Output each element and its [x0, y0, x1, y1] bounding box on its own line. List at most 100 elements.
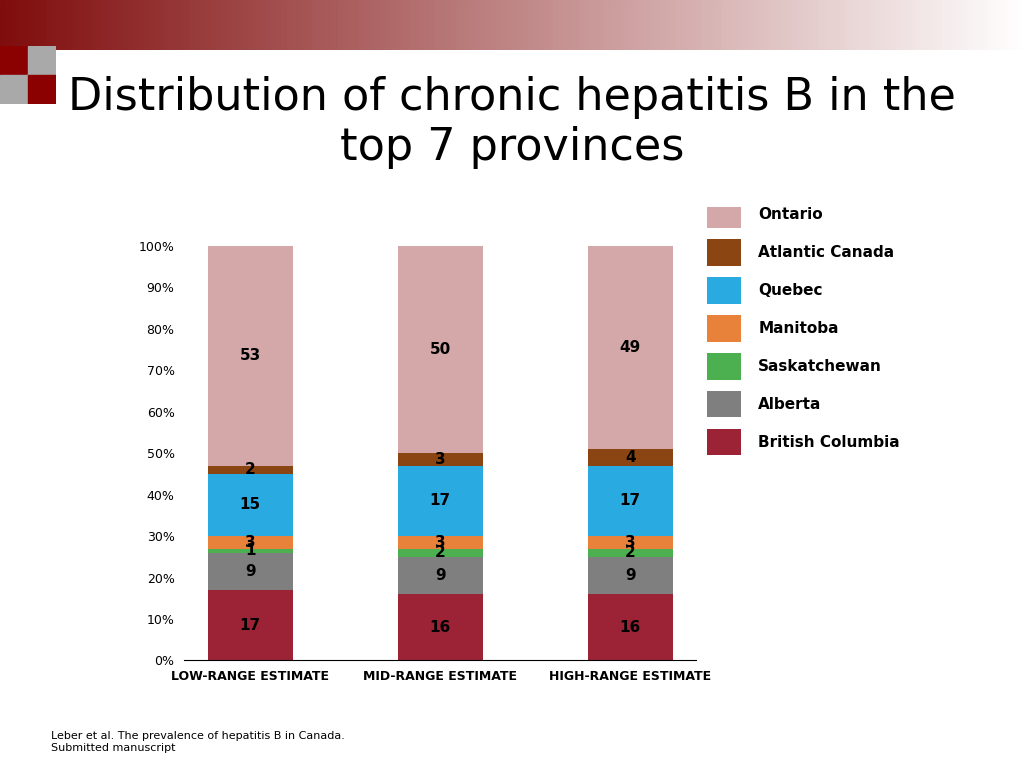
Bar: [348, 0, 354, 50]
Bar: [558, 0, 564, 50]
Bar: [609, 0, 615, 50]
Bar: [717, 0, 723, 50]
Bar: [369, 0, 375, 50]
Bar: [527, 0, 534, 50]
Bar: [241, 0, 247, 50]
Bar: [881, 0, 887, 50]
Text: Alberta: Alberta: [758, 397, 821, 412]
Bar: [732, 0, 738, 50]
Text: 16: 16: [620, 620, 641, 635]
Bar: [46, 0, 52, 50]
Bar: [148, 0, 155, 50]
Bar: [492, 0, 498, 50]
Bar: [353, 0, 359, 50]
Bar: [29, 75, 56, 104]
Bar: [620, 0, 626, 50]
Bar: [15, 0, 22, 50]
Bar: [36, 0, 42, 50]
Bar: [338, 0, 344, 50]
Bar: [588, 548, 673, 557]
Bar: [184, 0, 190, 50]
Text: 17: 17: [240, 617, 261, 633]
Bar: [573, 0, 580, 50]
Bar: [92, 0, 98, 50]
Bar: [77, 0, 83, 50]
Bar: [952, 0, 958, 50]
Bar: [397, 453, 483, 465]
Bar: [957, 0, 964, 50]
Bar: [108, 0, 114, 50]
FancyBboxPatch shape: [707, 316, 741, 342]
Bar: [650, 0, 656, 50]
Bar: [404, 0, 411, 50]
Bar: [548, 0, 554, 50]
Bar: [671, 0, 677, 50]
Bar: [1014, 0, 1020, 50]
Text: Distribution of chronic hepatitis B in the
top 7 provinces: Distribution of chronic hepatitis B in t…: [68, 76, 956, 169]
Bar: [640, 0, 646, 50]
Bar: [20, 0, 27, 50]
Text: 17: 17: [620, 493, 641, 508]
Bar: [886, 0, 892, 50]
Bar: [435, 0, 441, 50]
Bar: [691, 0, 697, 50]
Bar: [517, 0, 523, 50]
Bar: [461, 0, 467, 50]
Bar: [415, 0, 421, 50]
Bar: [271, 0, 278, 50]
Bar: [208, 474, 293, 536]
Bar: [896, 0, 902, 50]
Bar: [200, 0, 206, 50]
Bar: [1004, 0, 1010, 50]
Bar: [778, 0, 784, 50]
Bar: [942, 0, 948, 50]
Bar: [420, 0, 426, 50]
Bar: [476, 0, 482, 50]
Bar: [208, 465, 293, 474]
Bar: [481, 0, 487, 50]
Bar: [256, 0, 262, 50]
Bar: [814, 0, 820, 50]
Bar: [845, 0, 851, 50]
Bar: [208, 246, 293, 465]
Bar: [819, 0, 825, 50]
Bar: [1019, 0, 1024, 50]
Bar: [932, 0, 938, 50]
FancyBboxPatch shape: [707, 353, 741, 379]
Bar: [563, 0, 569, 50]
Bar: [236, 0, 242, 50]
Bar: [29, 46, 56, 75]
Bar: [261, 0, 267, 50]
Bar: [397, 536, 483, 548]
Bar: [794, 0, 800, 50]
Bar: [588, 557, 673, 594]
Bar: [635, 0, 641, 50]
Bar: [911, 0, 918, 50]
Bar: [568, 0, 574, 50]
Bar: [625, 0, 631, 50]
Bar: [287, 0, 293, 50]
Bar: [26, 0, 32, 50]
Bar: [614, 0, 621, 50]
Bar: [397, 548, 483, 557]
Bar: [159, 0, 165, 50]
Bar: [276, 0, 283, 50]
Bar: [829, 0, 836, 50]
Bar: [788, 0, 795, 50]
Bar: [251, 0, 257, 50]
FancyBboxPatch shape: [707, 201, 741, 228]
Text: 9: 9: [245, 564, 256, 579]
Bar: [589, 0, 595, 50]
Bar: [850, 0, 856, 50]
Bar: [512, 0, 518, 50]
Bar: [722, 0, 728, 50]
Bar: [922, 0, 928, 50]
Bar: [118, 0, 124, 50]
Bar: [707, 0, 713, 50]
Bar: [497, 0, 503, 50]
Text: 2: 2: [435, 545, 445, 560]
Bar: [215, 0, 221, 50]
Text: 1: 1: [245, 543, 256, 558]
Bar: [364, 0, 370, 50]
Bar: [451, 0, 457, 50]
